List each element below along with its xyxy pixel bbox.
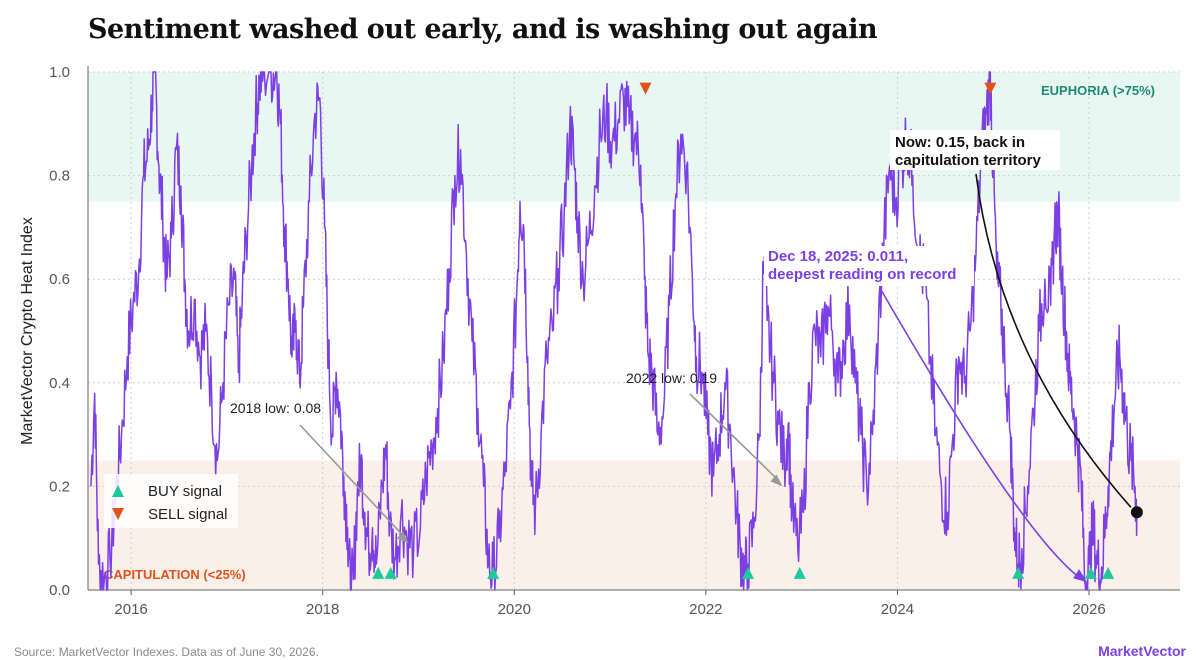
x-tick-label: 2020	[498, 601, 531, 618]
euphoria-zone-label: EUPHORIA (>75%)	[1041, 83, 1155, 98]
buy-signal-marker	[1012, 566, 1025, 579]
annotations-layer: 2018 low: 0.08 2022 low: 0.19 Dec 18, 2025…	[230, 130, 1143, 583]
annotation-now-box	[890, 130, 1060, 170]
buy-signal-marker	[793, 566, 806, 579]
buy-signal-marker	[487, 566, 500, 579]
annotation-now-arrow	[975, 173, 1132, 508]
legend-layer: BUY signal SELL signal	[104, 474, 238, 528]
axes-layer: 0.0 0.2 0.4 0.6 0.8 1.0 2016 2018 2020 2022 2024 20…	[19, 64, 1180, 618]
x-tick-label: 2026	[1072, 601, 1105, 618]
legend-box	[104, 474, 238, 528]
annotation-2018-arrowhead	[396, 531, 409, 544]
sell-signal-marker	[639, 82, 652, 95]
legend-sell-label: SELL signal	[148, 506, 228, 523]
annotation-2022-low: 2022 low: 0.19	[626, 370, 717, 386]
capitulation-zone	[88, 460, 1180, 590]
annotation-dec2025-arrow	[879, 287, 1084, 581]
annotation-dec2025-line2: deepest reading on record	[768, 266, 956, 283]
annotation-2018-arrow	[299, 424, 406, 538]
y-tick-label: 0.8	[49, 168, 70, 185]
annotation-dec2025-box	[764, 246, 974, 286]
x-tick-label: 2024	[881, 601, 914, 618]
current-reading-dot	[1130, 506, 1143, 519]
y-tick-label: 0.4	[49, 375, 70, 392]
chart-title: Sentiment washed out early, and is washi…	[88, 14, 878, 45]
legend-buy-marker	[112, 485, 124, 497]
buy-signal-marker	[372, 566, 385, 579]
annotation-now-line2: capitulation territory	[895, 152, 1042, 169]
capitulation-zone-label: CAPITULATION (<25%)	[104, 567, 246, 582]
annotation-2022-arrow	[689, 393, 780, 481]
x-tick-label: 2018	[306, 601, 339, 618]
y-tick-label: 0.0	[49, 582, 70, 599]
x-tick-label: 2022	[689, 601, 722, 618]
y-tick-label: 0.6	[49, 271, 70, 288]
annotation-now-line1: Now: 0.15, back in	[895, 134, 1025, 151]
annotation-2018-low: 2018 low: 0.08	[230, 400, 321, 416]
y-tick-label: 0.2	[49, 478, 70, 495]
signals-layer	[372, 82, 1115, 579]
source-note: Source: MarketVector Indexes. Data as of…	[14, 645, 319, 659]
buy-signal-marker	[1102, 566, 1115, 579]
x-tick-label: 2016	[114, 601, 147, 618]
sell-signal-marker	[984, 82, 997, 95]
legend-buy-label: BUY signal	[148, 483, 222, 500]
buy-signal-marker	[384, 566, 397, 579]
y-tick-label: 1.0	[49, 64, 70, 81]
legend-sell-marker	[112, 508, 124, 520]
annotation-dec2025-arrowhead	[1073, 569, 1088, 583]
buy-signal-marker	[1084, 566, 1097, 579]
y-axis-label: MarketVector Crypto Heat Index	[19, 217, 36, 445]
annotation-2022-arrowhead	[770, 474, 783, 487]
brand-logo: MarketVector	[1098, 643, 1186, 659]
annotation-dec2025-line1: Dec 18, 2025: 0.011,	[768, 248, 908, 265]
buy-signal-marker	[741, 566, 754, 579]
